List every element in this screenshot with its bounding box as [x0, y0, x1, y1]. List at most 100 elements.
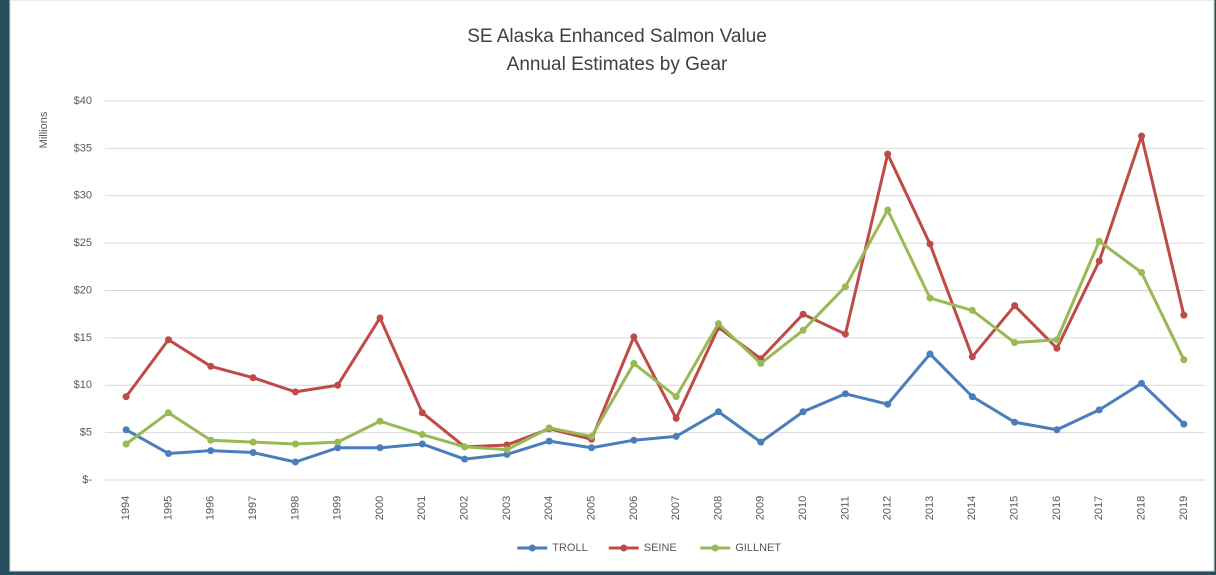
x-tick-label: 2007	[670, 496, 682, 520]
data-point	[503, 446, 511, 454]
data-point	[757, 359, 765, 367]
data-point	[884, 150, 892, 158]
data-point	[1180, 311, 1188, 319]
data-point	[291, 440, 299, 448]
y-tick-label: $25	[74, 237, 92, 249]
data-point	[376, 444, 384, 452]
y-tick-label: $15	[74, 332, 92, 344]
data-point	[1138, 132, 1146, 140]
y-tick-label: $5	[80, 427, 92, 439]
x-tick-label: 2018	[1135, 496, 1147, 520]
data-point	[714, 320, 722, 328]
data-point	[1011, 302, 1019, 310]
data-point	[418, 409, 426, 417]
legend-label: TROLL	[552, 542, 587, 554]
x-tick-label: 2000	[374, 496, 386, 520]
data-point	[122, 426, 130, 434]
x-tick-label: 2009	[755, 496, 767, 520]
data-point	[207, 447, 215, 455]
data-point	[164, 409, 172, 417]
legend-marker	[620, 544, 628, 552]
data-point	[799, 310, 807, 318]
x-tick-label: 2012	[882, 496, 894, 520]
data-point	[376, 417, 384, 425]
data-point	[461, 455, 469, 463]
data-point	[1180, 356, 1188, 364]
legend-label: GILLNET	[735, 542, 781, 554]
x-tick-label: 1994	[120, 496, 132, 520]
data-point	[207, 362, 215, 370]
x-tick-label: 1997	[247, 496, 259, 520]
chart-subtitle: Annual Estimates by Gear	[507, 54, 728, 75]
y-tick-label: $40	[74, 95, 92, 107]
y-axis-title: Millions	[38, 111, 50, 148]
data-point	[968, 306, 976, 314]
data-point	[1095, 237, 1103, 245]
data-point	[164, 336, 172, 344]
x-tick-label: 2013	[924, 496, 936, 520]
data-point	[1180, 420, 1188, 428]
legend-label: SEINE	[644, 542, 677, 554]
x-tick-label: 2002	[459, 496, 471, 520]
data-point	[376, 314, 384, 322]
data-point	[757, 438, 765, 446]
data-point	[630, 333, 638, 341]
legend-marker	[528, 544, 536, 552]
data-point	[291, 388, 299, 396]
data-point	[122, 393, 130, 401]
x-tick-label: 2014	[966, 496, 978, 520]
data-point	[672, 432, 680, 440]
series-line	[125, 352, 1185, 464]
data-point	[1095, 406, 1103, 414]
data-point	[799, 408, 807, 416]
x-tick-label: 2001	[416, 496, 428, 520]
data-point	[884, 206, 892, 214]
data-point	[588, 432, 596, 440]
x-tick-label: 2005	[585, 496, 597, 520]
data-point	[968, 353, 976, 361]
data-point	[672, 393, 680, 401]
data-point	[841, 330, 849, 338]
data-point	[714, 408, 722, 416]
data-point	[926, 240, 934, 248]
x-tick-label: 1999	[332, 496, 344, 520]
y-tick-label: $30	[74, 190, 92, 202]
data-point	[1011, 339, 1019, 347]
data-point	[418, 440, 426, 448]
data-point	[841, 390, 849, 398]
x-tick-label: 2010	[797, 496, 809, 520]
series-line	[125, 208, 1186, 452]
data-point	[291, 458, 299, 466]
y-tick-label: $-	[82, 474, 92, 486]
x-tick-label: 2011	[839, 496, 851, 520]
data-point	[249, 449, 257, 457]
legend-marker	[711, 544, 719, 552]
data-point	[207, 436, 215, 444]
data-point	[926, 350, 934, 358]
x-tick-label: 1995	[162, 496, 174, 520]
data-point	[164, 449, 172, 457]
x-tick-label: 2017	[1093, 496, 1105, 520]
chart-title: SE Alaska Enhanced Salmon Value	[467, 26, 767, 47]
data-point	[968, 393, 976, 401]
x-tick-label: 2004	[543, 496, 555, 520]
y-tick-label: $20	[74, 284, 92, 296]
data-point	[1053, 426, 1061, 434]
y-tick-label: $10	[74, 379, 92, 391]
data-point	[672, 414, 680, 422]
chart-area	[9, 0, 1215, 572]
data-point	[799, 326, 807, 334]
x-tick-label: 1998	[289, 496, 301, 520]
data-point	[461, 443, 469, 451]
data-point	[334, 381, 342, 389]
data-point	[926, 294, 934, 302]
data-point	[1053, 336, 1061, 344]
data-point	[334, 438, 342, 446]
data-point	[884, 400, 892, 408]
x-tick-label: 2003	[501, 496, 513, 520]
data-point	[630, 436, 638, 444]
data-point	[545, 424, 553, 432]
data-point	[1053, 344, 1061, 352]
x-tick-label: 2019	[1178, 496, 1190, 520]
